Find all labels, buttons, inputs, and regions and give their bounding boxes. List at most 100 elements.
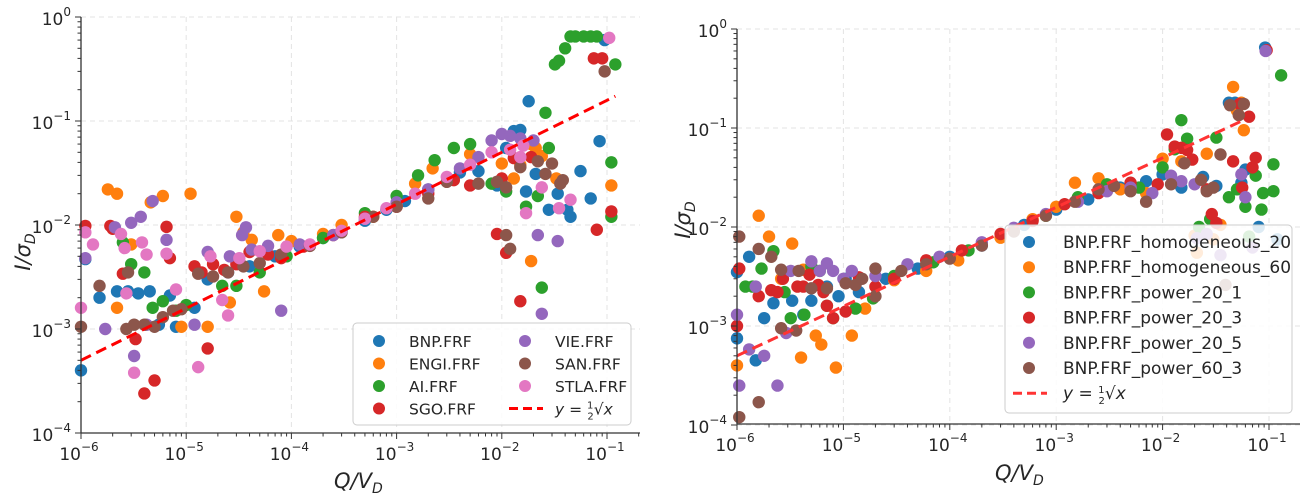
data-point	[114, 227, 128, 241]
data-point	[733, 230, 746, 243]
y-tick-label: 100	[42, 5, 71, 30]
data-point	[1146, 186, 1159, 200]
data-point	[794, 351, 808, 364]
data-point	[485, 134, 498, 147]
right-plot: 10−6 10−5 10−4 10−3 10−2 10−1 100 10−1 10−2 10−3 1…	[671, 17, 1300, 489]
data-point	[272, 228, 285, 242]
series-SAN.FRF	[74, 65, 611, 336]
data-point	[184, 187, 197, 200]
data-point	[1267, 184, 1280, 198]
data-point	[535, 281, 548, 294]
data-point	[733, 262, 746, 275]
legend-marker-icon	[1023, 336, 1035, 349]
data-point	[233, 251, 246, 265]
data-point	[1210, 131, 1223, 144]
data-point	[110, 187, 124, 200]
data-point	[522, 95, 535, 108]
data-point	[752, 242, 765, 256]
legend-label: BNP.FRF_homogeneous_60	[1063, 258, 1291, 278]
legend-item: y = 1 2√x	[509, 401, 614, 423]
data-point	[253, 244, 266, 258]
data-point	[551, 187, 564, 200]
reference-line	[736, 117, 1247, 358]
data-point	[1082, 193, 1095, 206]
data-point	[472, 150, 485, 164]
data-point	[135, 236, 149, 249]
data-point	[1139, 195, 1153, 208]
data-point	[223, 250, 237, 263]
legend-label: BNP.FRF_power_20_1	[1063, 283, 1242, 303]
legend-marker-icon	[519, 380, 531, 392]
data-point	[495, 157, 508, 170]
x-tick-label: 10−4	[270, 440, 309, 465]
data-point	[1237, 124, 1251, 137]
data-point	[609, 58, 622, 71]
y-tick-label: 10−1	[688, 116, 727, 141]
right-legend: BNP.FRF_homogeneous_20 BNP.FRF_homogeneou…	[1004, 224, 1293, 414]
data-point	[742, 250, 756, 264]
data-point	[160, 247, 173, 260]
data-point	[1160, 128, 1174, 141]
data-point	[440, 170, 453, 184]
data-point	[869, 262, 882, 275]
data-point	[771, 379, 784, 392]
x-tick-label: 10−1	[585, 440, 624, 465]
data-point	[146, 194, 159, 208]
data-point	[595, 52, 609, 65]
data-point	[895, 264, 908, 278]
legend-label: y = 1 2√x	[554, 401, 614, 423]
data-point	[820, 299, 834, 312]
data-point	[463, 158, 477, 171]
legend-marker-icon	[373, 357, 385, 370]
data-point	[855, 272, 869, 285]
data-point	[1039, 209, 1053, 222]
legend-item: SAN.FRF	[519, 356, 621, 374]
legend-marker-icon	[1023, 286, 1035, 299]
data-point	[1222, 190, 1236, 204]
data-point	[160, 220, 173, 234]
data-point	[1200, 147, 1213, 160]
data-point	[390, 200, 403, 213]
data-point	[805, 294, 818, 307]
data-point	[545, 157, 559, 170]
legend-item: BNP.FRF_homogeneous_20	[1023, 233, 1291, 253]
data-point	[245, 233, 258, 247]
legend-marker-icon	[1023, 236, 1035, 248]
data-point	[514, 295, 527, 308]
data-point	[201, 320, 214, 333]
left-axes: 10−6 10−5 10−4 10−3 10−2 10−1 100 10−1 10−2 10−3 1…	[32, 5, 640, 465]
x-tick-label: 10−4	[928, 431, 967, 456]
y-tick-label: 10−1	[32, 109, 71, 134]
data-point	[275, 304, 288, 317]
legend-item: BNP.FRF_power_20_5	[1023, 334, 1242, 354]
left-y-axis-label: I/σD	[11, 233, 39, 271]
data-point	[490, 175, 504, 189]
data-point	[143, 285, 156, 298]
data-point	[99, 322, 112, 336]
legend-frame	[1004, 224, 1293, 414]
data-point	[86, 238, 100, 251]
data-point	[590, 30, 604, 43]
data-point	[531, 228, 545, 242]
legend-marker-icon	[373, 402, 385, 415]
data-point	[1194, 173, 1208, 186]
data-point	[1259, 44, 1272, 58]
data-point	[552, 54, 566, 67]
right-y-axis-label: I/σD	[671, 201, 699, 239]
x-tick-label: 10−2	[1141, 431, 1180, 456]
data-point	[463, 137, 477, 151]
data-point	[752, 395, 765, 409]
data-point	[206, 270, 220, 283]
legend-item: STLA.FRF	[519, 378, 627, 396]
data-point	[1274, 69, 1288, 82]
data-point	[539, 167, 552, 181]
data-point	[216, 293, 229, 307]
data-point	[858, 302, 872, 315]
data-point	[803, 268, 816, 281]
data-point	[774, 322, 788, 335]
legend-label: ENGI.FRF	[409, 356, 481, 374]
data-point	[160, 233, 173, 247]
legend-marker-icon	[1023, 261, 1035, 274]
data-point	[316, 231, 330, 245]
data-point	[1232, 108, 1245, 122]
